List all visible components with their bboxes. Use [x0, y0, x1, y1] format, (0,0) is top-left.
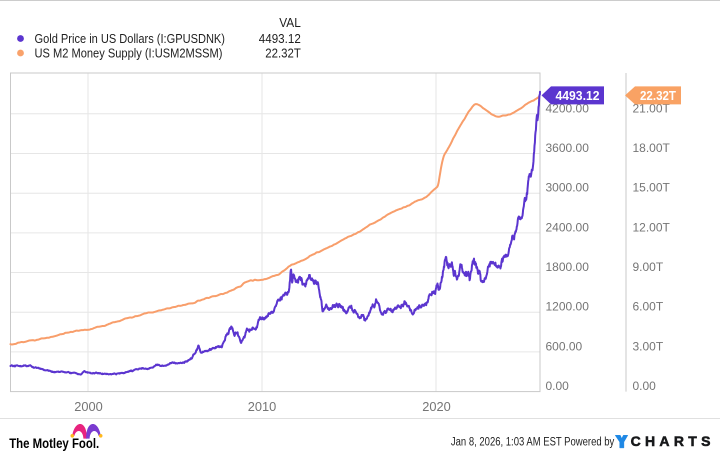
svg-text:3000.00: 3000.00	[546, 181, 590, 195]
svg-text:600.00: 600.00	[546, 339, 583, 353]
svg-text:2020: 2020	[422, 399, 450, 414]
svg-text:4493.12: 4493.12	[556, 88, 600, 103]
svg-text:21.00T: 21.00T	[633, 101, 671, 115]
svg-text:22.32T: 22.32T	[640, 88, 676, 103]
svg-text:4493.12: 4493.12	[259, 31, 301, 46]
svg-text:CHARTS: CHARTS	[631, 433, 715, 449]
svg-text:Jan 8, 2026, 1:03 AM EST Power: Jan 8, 2026, 1:03 AM EST Powered by	[451, 437, 615, 449]
svg-text:12.00T: 12.00T	[633, 220, 671, 234]
svg-text:2010: 2010	[248, 399, 276, 414]
svg-text:VAL: VAL	[279, 15, 301, 30]
svg-text:The Motley Fool.: The Motley Fool.	[9, 436, 99, 451]
svg-text:Gold Price in US Dollars (I:GP: Gold Price in US Dollars (I:GPUSDNK)	[35, 31, 226, 46]
svg-text:0.00: 0.00	[633, 379, 657, 393]
svg-text:22.32T: 22.32T	[265, 46, 301, 61]
svg-text:3.00T: 3.00T	[633, 339, 664, 353]
svg-text:15.00T: 15.00T	[633, 181, 671, 195]
svg-text:6.00T: 6.00T	[633, 300, 664, 314]
svg-text:1200.00: 1200.00	[546, 300, 590, 314]
svg-text:3600.00: 3600.00	[546, 141, 590, 155]
svg-text:2000: 2000	[74, 399, 102, 414]
svg-text:9.00T: 9.00T	[633, 260, 664, 274]
svg-text:2400.00: 2400.00	[546, 220, 590, 234]
svg-text:18.00T: 18.00T	[633, 141, 671, 155]
svg-text:US M2 Money Supply (I:USM2MSSM: US M2 Money Supply (I:USM2MSSM)	[35, 46, 223, 61]
svg-text:0.00: 0.00	[546, 379, 570, 393]
svg-text:4200.00: 4200.00	[546, 101, 590, 115]
svg-text:1800.00: 1800.00	[546, 260, 590, 274]
